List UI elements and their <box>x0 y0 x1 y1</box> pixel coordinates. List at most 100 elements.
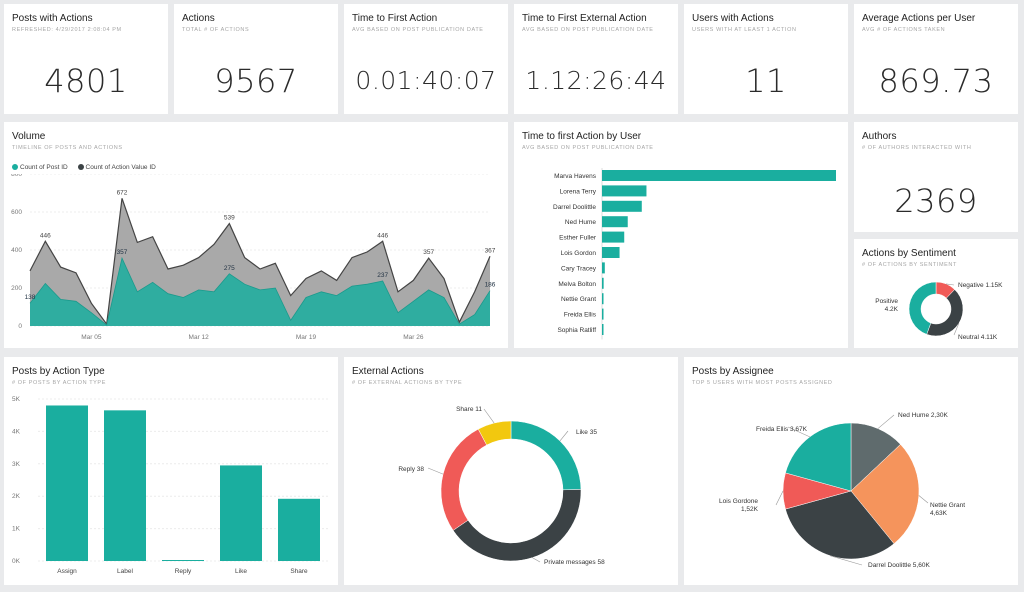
chart-title: Time to first Action by User <box>522 131 642 142</box>
kpi-subtitle: TOTAL # OF ACTIONS <box>182 27 250 33</box>
chart-subtitle: # OF EXTERNAL ACTIONS BY TYPE <box>352 380 463 386</box>
data-label: 138 <box>25 294 36 301</box>
chart-title: Actions by Sentiment <box>862 248 956 259</box>
pie-slice <box>477 420 512 446</box>
bar-label: Nettie Grant <box>561 296 596 303</box>
leader-line <box>946 283 955 286</box>
y-tick-label: 200 <box>11 285 22 292</box>
kpi-value: 0.01:40:07 <box>355 66 497 95</box>
x-tick-label: Mar 12 <box>189 334 210 341</box>
kpi-card-time-to-first-external-action[interactable]: Time to First External Action AVG BASED … <box>514 4 678 114</box>
y-tick-label: 4K <box>12 428 21 435</box>
bar <box>602 262 605 274</box>
data-label: 367 <box>485 247 496 254</box>
x-tick-label: Label <box>117 568 133 575</box>
data-label: 539 <box>224 215 235 222</box>
kpi-subtitle: AVG BASED ON POST PUBLICATION DATE <box>352 27 484 33</box>
pie-slice <box>850 422 901 492</box>
external-actions-chart-card[interactable]: External Actions # OF EXTERNAL ACTIONS B… <box>344 357 678 585</box>
bar <box>602 308 604 320</box>
kpi-card-posts-with-actions[interactable]: Posts with Actions REFRESHED: 4/29/2017 … <box>4 4 168 114</box>
pie-slice <box>850 444 920 545</box>
time-by-user-plot: Marva Havens Lorena Terry Darrel Doolittle… <box>553 168 836 340</box>
pie-slice <box>440 428 488 531</box>
kpi-value: 1.12:26:44 <box>525 66 667 95</box>
kpi-value: 2369 <box>894 182 978 220</box>
x-tick-label: Share <box>290 568 308 575</box>
data-label: 446 <box>40 232 51 239</box>
x-tick-label: Like <box>235 568 247 575</box>
chart-title: External Actions <box>352 366 424 377</box>
kpi-subtitle: USERS WITH AT LEAST 1 ACTION <box>692 27 797 33</box>
slice-label: Reply 38 <box>398 466 424 473</box>
data-label: 237 <box>377 272 388 279</box>
bar <box>602 231 625 243</box>
pie-slice <box>908 281 937 335</box>
bar <box>602 324 604 335</box>
bar <box>602 185 647 197</box>
bar <box>220 465 262 561</box>
y-tick-label: 5K <box>12 396 21 403</box>
leader-line <box>427 467 444 475</box>
x-tick-label: Mar 05 <box>81 334 102 341</box>
y-tick-label: 1K <box>12 526 21 533</box>
pie-slice <box>452 489 582 562</box>
slice-label: Darrel Doolittle 5,60K <box>868 562 930 569</box>
chart-title: Posts by Assignee <box>692 366 774 377</box>
y-tick-label: 3K <box>12 461 21 468</box>
kpi-value: 4801 <box>44 62 128 100</box>
bar <box>602 200 642 212</box>
kpi-value: 11 <box>745 62 787 100</box>
leader-line <box>532 557 541 563</box>
bar-label: Cary Tracey <box>561 265 597 272</box>
slice-label: Freida Ellis 3,67K <box>756 426 808 433</box>
bar <box>602 216 628 228</box>
kpi-title: Time to First External Action <box>522 13 647 24</box>
kpi-value: 869.73 <box>878 62 994 100</box>
kpi-title: Users with Actions <box>692 13 774 24</box>
kpi-subtitle: # OF AUTHORS INTERACTED WITH <box>862 145 972 151</box>
action-type-chart-card[interactable]: Posts by Action Type # OF POSTS BY ACTIO… <box>4 357 338 585</box>
chart-title: Posts by Action Type <box>12 366 105 377</box>
bar <box>602 247 620 258</box>
slice-label: Private messages 58 <box>544 559 605 566</box>
kpi-card-actions[interactable]: Actions TOTAL # OF ACTIONS 9567 <box>174 4 338 114</box>
legend-label: Count of Post ID <box>20 164 68 171</box>
data-label: 446 <box>377 232 388 239</box>
chart-subtitle: # OF POSTS BY ACTION TYPE <box>12 380 106 386</box>
bar-label: Freida Ellis <box>564 312 597 319</box>
bar <box>602 277 604 289</box>
legend-item-actions[interactable]: Count of Action Value ID <box>77 164 156 171</box>
kpi-subtitle: AVG BASED ON POST PUBLICATION DATE <box>522 27 654 33</box>
volume-chart-card[interactable]: Volume TIMELINE OF POSTS AND ACTIONS Cou… <box>4 122 508 348</box>
slice-label: Ned Hume 2,30K <box>898 412 949 419</box>
bar-label: Marva Havens <box>554 173 597 180</box>
bar-label: Darrel Doolittle <box>553 204 596 211</box>
kpi-card-users-with-actions[interactable]: Users with Actions USERS WITH AT LEAST 1… <box>684 4 848 114</box>
slice-label: Share 11 <box>456 406 482 413</box>
y-tick-label: 600 <box>11 209 22 216</box>
slice-value: 4.2K <box>885 306 899 313</box>
leader-line <box>877 414 895 429</box>
data-label: 357 <box>423 249 434 256</box>
bar-label: Esther Fuller <box>559 235 597 242</box>
bar <box>46 405 88 561</box>
action-type-plot: 0K 1K 2K 3K 4K 5K Assign Label Reply Like Share <box>12 396 328 575</box>
slice-value: 4,63K <box>930 510 948 517</box>
data-label: 275 <box>224 265 235 272</box>
sentiment-chart-card[interactable]: Actions by Sentiment # OF ACTIONS BY SEN… <box>854 239 1018 348</box>
kpi-card-average-actions-per-user[interactable]: Average Actions per User AVG # OF ACTION… <box>854 4 1018 114</box>
legend-item-posts[interactable]: Count of Post ID <box>12 164 68 171</box>
assignee-chart-card[interactable]: Posts by Assignee TOP 5 USERS WITH MOST … <box>684 357 1018 585</box>
kpi-card-time-to-first-action[interactable]: Time to First Action AVG BASED ON POST P… <box>344 4 508 114</box>
kpi-title: Authors <box>862 131 897 142</box>
x-tick-label: Mar 19 <box>296 334 317 341</box>
chart-subtitle: # OF ACTIONS BY SENTIMENT <box>862 262 957 268</box>
leader-line <box>830 555 863 566</box>
leader-line <box>918 495 929 504</box>
chart-title: Volume <box>12 131 46 142</box>
time-by-user-chart-card[interactable]: Time to first Action by User AVG BASED O… <box>514 122 848 348</box>
kpi-card-authors[interactable]: Authors # OF AUTHORS INTERACTED WITH 236… <box>854 122 1018 232</box>
y-tick-label: 0K <box>12 558 21 565</box>
